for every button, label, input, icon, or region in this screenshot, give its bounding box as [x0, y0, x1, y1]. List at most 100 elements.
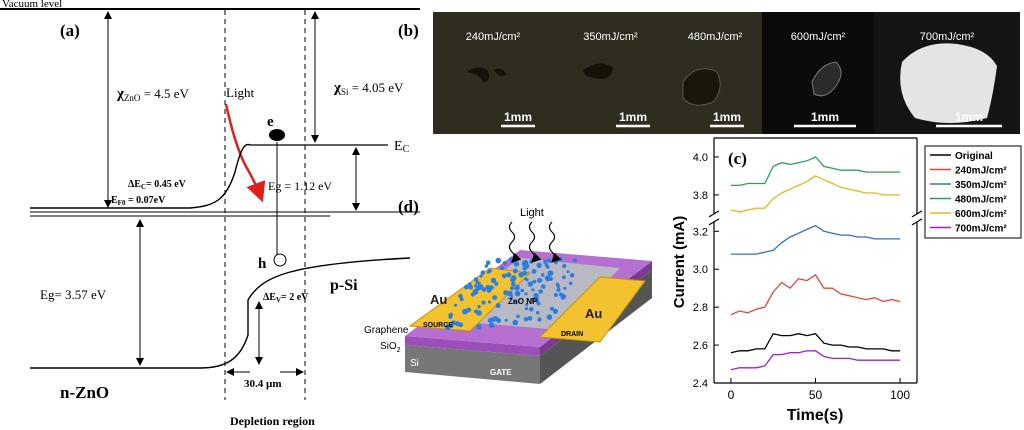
nanoparticles [444, 257, 577, 331]
light-rays [508, 221, 562, 263]
photo-strip: (b) 240mJ/cm² 1mm 350mJ/cm² 1mm 480mJ/cm² 1mm… [398, 12, 1020, 134]
series-line [730, 332, 901, 354]
nanoparticle [490, 277, 497, 284]
eg-si: Eg = 1.12 eV [268, 179, 332, 193]
nanoparticle [514, 290, 521, 297]
eg-zno: Eg= 3.57 eV [40, 287, 107, 302]
chi-zno: χZnO = 4.5 eV [116, 86, 190, 103]
si-label: Si [410, 358, 419, 369]
legend-label: 480mJ/cm² [955, 195, 1007, 206]
nanoparticle [510, 286, 514, 291]
hole [273, 253, 287, 267]
y-tick-label: 2.6 [693, 340, 708, 352]
sample [467, 67, 506, 82]
nanoparticle [531, 288, 535, 292]
nanoparticle [496, 318, 502, 323]
light-arrow [224, 103, 266, 203]
nanoparticle [458, 293, 463, 299]
scale-label: 1mm [504, 110, 532, 124]
nanoparticle [459, 297, 464, 302]
nanoparticle [514, 285, 520, 291]
nanoparticle [524, 277, 527, 281]
nanoparticle [474, 284, 478, 288]
n-zno: n-ZnO [60, 383, 109, 402]
x-tick-label: 100 [890, 388, 910, 402]
nanoparticle [502, 261, 507, 266]
nanoparticle [451, 320, 456, 326]
sample [583, 63, 613, 79]
y-tick-label: 3.2 [693, 226, 708, 238]
ef0: EF0 = 0.07eV [111, 195, 166, 207]
scale-label: 1mm [811, 110, 839, 124]
nanoparticle [563, 286, 567, 290]
y-tick-label: 2.8 [693, 302, 708, 314]
series-line [730, 224, 901, 255]
y-tick-label: 3.0 [693, 264, 708, 276]
axis-break-mark [911, 210, 923, 218]
nanoparticle [494, 316, 498, 320]
source-label: SOURCE [423, 322, 453, 329]
nanoparticle [504, 318, 508, 322]
y-axis-title: Current (mA) [671, 216, 688, 309]
nanoparticle [495, 303, 501, 308]
band-diagram: Vacuum level (a) χZnO = 4.5 eV Light χSi… [0, 0, 420, 428]
sample [682, 68, 721, 106]
nanoparticle [518, 272, 524, 278]
nanoparticle [516, 314, 520, 319]
device-schematic: (d) Light Au Au ZnO NP SOURCE DRAIN Grap… [364, 197, 652, 384]
nanoparticle [449, 324, 454, 328]
nanoparticle [533, 293, 539, 299]
nanoparticle [529, 307, 534, 312]
nanoparticle [488, 322, 495, 328]
legend-box [924, 145, 1022, 239]
nanoparticle [487, 300, 492, 304]
panel-label: (a) [60, 21, 80, 40]
nanoparticle [572, 258, 577, 263]
nanoparticle [444, 324, 451, 331]
substrate-front [405, 345, 540, 384]
photo-labels: 240mJ/cm² 1mm 350mJ/cm² 1mm 480mJ/cm² 1mm 600m… [466, 31, 1002, 128]
nanoparticle [547, 270, 554, 277]
light-label: Light [520, 207, 544, 219]
nanoparticle [524, 292, 528, 296]
nanoparticle [545, 265, 550, 269]
zno-np-label: ZnO NP [508, 297, 538, 306]
nanoparticle [560, 296, 565, 300]
x-tick-label: 0 [728, 388, 735, 402]
x-tick-label: 50 [809, 388, 823, 402]
fluence-label: 600mJ/cm² [791, 31, 846, 43]
nanoparticle [546, 314, 553, 321]
series-line [730, 175, 901, 213]
nanoparticle [495, 257, 502, 264]
gate-label: GATE [490, 368, 512, 377]
nanoparticle [512, 268, 518, 274]
nanoparticle [547, 258, 552, 263]
legend-label: 350mJ/cm² [955, 180, 1007, 191]
x-axis-title: Time(s) [787, 407, 844, 424]
nanoparticle [537, 277, 543, 283]
scale-label: 1mm [619, 110, 647, 124]
nanoparticle [494, 281, 499, 286]
nanoparticle [531, 269, 537, 274]
axis-break-mark [911, 218, 923, 226]
graphene-label: Graphene [364, 325, 409, 336]
drain-pad [538, 276, 646, 343]
nanoparticle [477, 305, 481, 309]
nanoparticle [520, 288, 524, 293]
nanoparticle [549, 306, 555, 311]
band-line [30, 143, 251, 209]
nanoparticle [468, 285, 474, 290]
hole-label: h [258, 256, 267, 272]
light-label: Light [226, 85, 255, 100]
nanoparticle [562, 264, 567, 269]
nanoparticle [555, 282, 560, 286]
nanoparticle [512, 300, 518, 305]
nanoparticle [506, 272, 512, 278]
band-line [30, 257, 411, 369]
nanoparticle [536, 311, 540, 315]
nanoparticle [531, 297, 536, 302]
legend-label: Original [955, 151, 993, 162]
nanoparticle [477, 282, 481, 286]
fluence-label: 480mJ/cm² [688, 31, 743, 43]
